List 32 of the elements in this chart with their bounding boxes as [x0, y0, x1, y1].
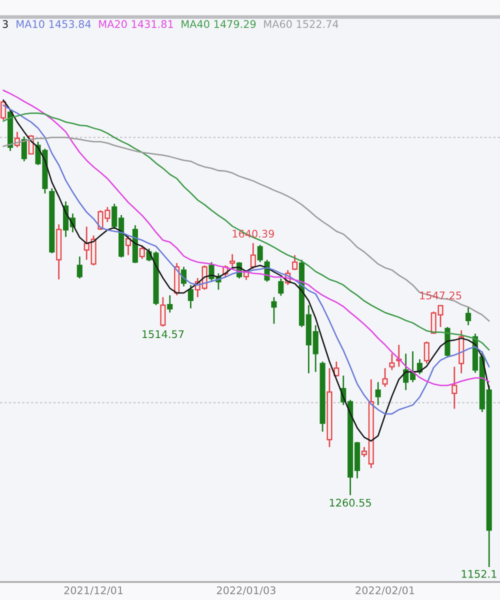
candlestick: [125, 234, 132, 256]
candlestick: [188, 284, 194, 310]
text: 1152.1: [462, 570, 496, 578]
candlestick: [466, 306, 472, 326]
candlestick: [278, 278, 284, 296]
candlestick: [21, 136, 27, 162]
candlestick: [382, 367, 388, 388]
x-tick-label: 2022/01/03: [216, 586, 276, 596]
candlestick: [139, 244, 145, 260]
candlestick: [0, 99, 6, 121]
candlestick: [230, 254, 236, 268]
candlestick: [271, 296, 277, 324]
candlestick: [167, 294, 173, 314]
candlestick: [292, 254, 298, 271]
candlestick: [424, 340, 430, 364]
annotation: 1514.57: [142, 330, 184, 338]
text: 3: [2, 20, 8, 28]
candlestick: [452, 366, 458, 410]
x-tick-label: 2022/02/01: [356, 586, 414, 596]
text: MA20 1431.81: [99, 20, 173, 28]
candlestick: [375, 381, 381, 406]
annotation: 1547.25: [420, 292, 462, 300]
candlestick: [250, 242, 256, 270]
annotation: 1260.55: [330, 498, 371, 507]
candlestick: [257, 244, 263, 263]
candlestick: [76, 256, 82, 280]
candlestick: [389, 352, 395, 371]
candlestick: [160, 296, 166, 328]
text: MA40 1479.29: [182, 20, 256, 28]
x-tick-label: 2021/12/01: [64, 586, 123, 596]
text: MA10 1453.84: [16, 20, 91, 28]
text: MA60 1522.74: [264, 20, 338, 28]
